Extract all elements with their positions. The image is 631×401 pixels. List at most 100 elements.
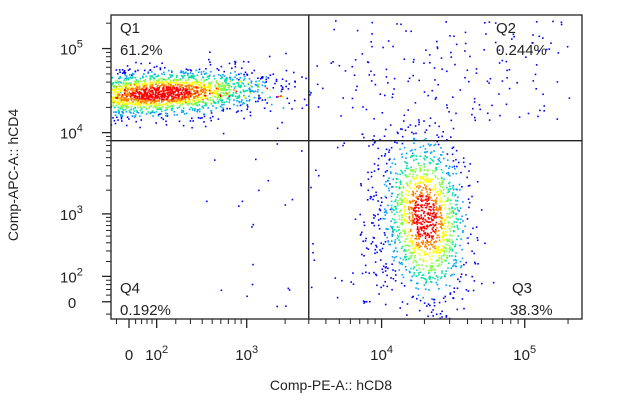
- event-dot: [452, 212, 455, 214]
- event-dot: [423, 230, 425, 232]
- event-dot: [219, 94, 221, 96]
- event-dot: [244, 95, 246, 98]
- event-dot: [35, 100, 37, 102]
- event-dot: [149, 79, 151, 81]
- event-dot: [70, 110, 72, 112]
- event-dot: [104, 107, 106, 109]
- event-dot: [384, 153, 387, 155]
- event-dots: [35, 20, 571, 319]
- event-dot: [392, 226, 394, 228]
- event-dot: [152, 115, 154, 117]
- event-dot: [416, 215, 418, 218]
- event-dot: [427, 203, 429, 206]
- event-dot: [445, 316, 448, 318]
- event-dot: [448, 238, 451, 240]
- event-dot: [201, 100, 203, 103]
- event-dot: [415, 237, 418, 240]
- event-dot: [122, 98, 125, 101]
- event-dot: [447, 182, 450, 185]
- event-dot: [229, 107, 231, 110]
- event-dot: [402, 221, 404, 224]
- event-dot: [472, 289, 475, 292]
- event-dot: [393, 213, 396, 216]
- event-dot: [129, 76, 132, 79]
- event-dot: [400, 209, 402, 212]
- event-dot: [239, 91, 242, 93]
- event-dot: [192, 73, 194, 75]
- y-tick-label: 102: [60, 266, 83, 286]
- event-dot: [437, 194, 439, 196]
- event-dot: [85, 101, 87, 103]
- event-dot: [405, 258, 408, 261]
- event-dot: [438, 125, 440, 128]
- event-dot: [379, 138, 381, 141]
- event-dot: [418, 249, 421, 251]
- event-dot: [238, 85, 240, 88]
- event-dot: [107, 102, 109, 104]
- y-tick-label: 105: [60, 39, 83, 59]
- event-dot: [425, 173, 427, 175]
- event-dot: [148, 88, 151, 91]
- event-dot: [316, 65, 318, 67]
- event-dot: [182, 87, 184, 89]
- event-dot: [437, 265, 440, 267]
- event-dot: [193, 77, 195, 80]
- event-dot: [432, 309, 434, 311]
- event-dot: [429, 275, 431, 278]
- event-dot: [133, 103, 136, 105]
- event-dot: [425, 227, 428, 230]
- event-dot: [391, 227, 394, 230]
- event-dot: [207, 88, 209, 91]
- event-dot: [149, 62, 151, 64]
- event-dot: [156, 95, 159, 98]
- event-dot: [70, 89, 72, 91]
- event-dot: [79, 100, 81, 102]
- event-dot: [105, 106, 107, 108]
- event-dot: [395, 208, 397, 210]
- event-dot: [192, 75, 194, 77]
- event-dot: [433, 269, 435, 271]
- event-dot: [163, 90, 165, 93]
- event-dot: [99, 90, 101, 92]
- event-dot: [438, 288, 440, 290]
- event-dot: [365, 108, 368, 111]
- event-dot: [473, 97, 476, 100]
- event-dot: [385, 148, 388, 151]
- event-dot: [443, 178, 445, 180]
- event-dot: [401, 171, 403, 173]
- event-dot: [240, 72, 242, 75]
- event-dot: [313, 259, 316, 261]
- event-dot: [398, 218, 401, 220]
- event-dot: [438, 255, 440, 257]
- event-dot: [384, 214, 387, 216]
- event-dot: [429, 189, 432, 191]
- event-dot: [450, 267, 452, 270]
- event-dot: [151, 97, 154, 99]
- event-dot: [416, 244, 419, 247]
- event-dot: [438, 236, 441, 239]
- event-dot: [399, 241, 401, 244]
- event-dot: [203, 87, 205, 89]
- event-dot: [404, 228, 407, 231]
- event-dot: [423, 179, 425, 181]
- event-dot: [173, 79, 176, 82]
- event-dot: [123, 72, 126, 75]
- event-dot: [212, 115, 214, 118]
- event-dot: [145, 96, 147, 98]
- event-dot: [165, 124, 168, 126]
- event-dot: [407, 208, 410, 210]
- event-dot: [208, 58, 210, 61]
- event-dot: [393, 257, 396, 259]
- event-dot: [138, 95, 141, 98]
- event-dot: [178, 120, 181, 123]
- event-dot: [66, 94, 68, 96]
- event-dot: [172, 81, 175, 84]
- event-dot: [142, 76, 144, 79]
- event-dot: [190, 106, 192, 109]
- event-dot: [152, 93, 155, 95]
- event-dot: [508, 87, 511, 90]
- event-dot: [131, 77, 134, 79]
- event-dot: [403, 214, 405, 216]
- event-dot: [396, 237, 399, 240]
- event-dot: [123, 92, 126, 95]
